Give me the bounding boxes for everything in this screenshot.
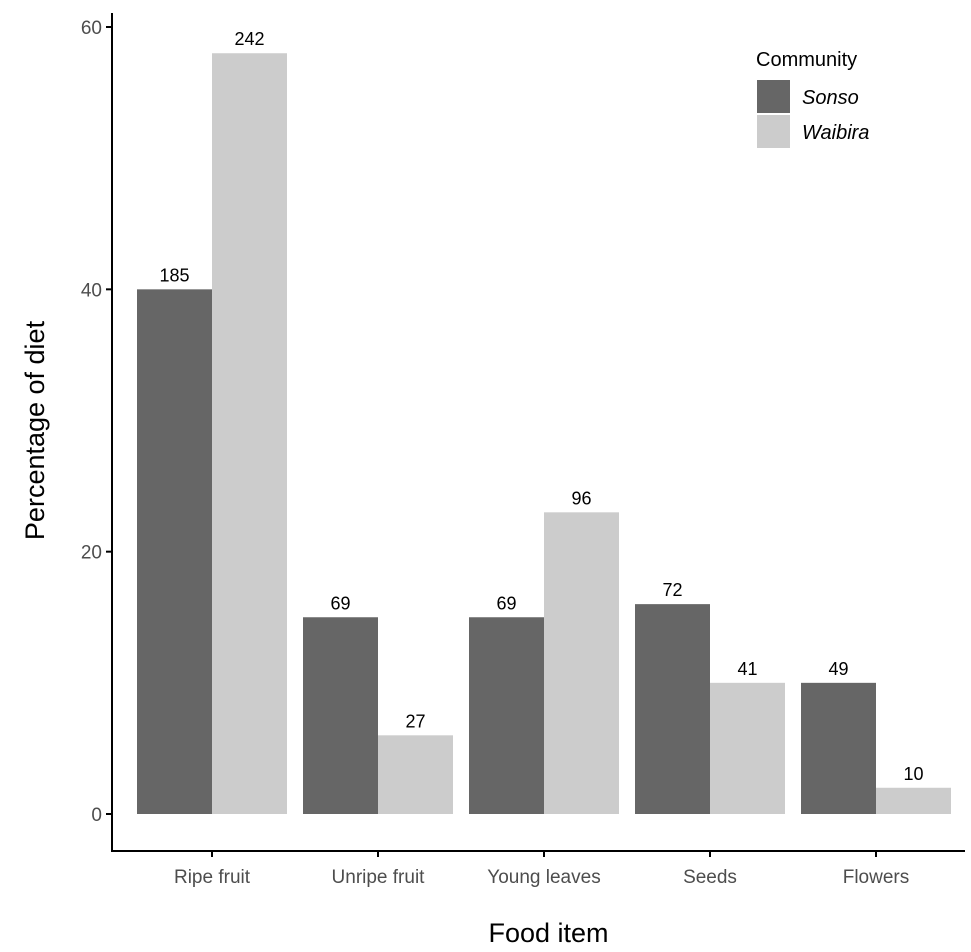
- bar-waibira: [876, 787, 951, 814]
- y-tick-label: 60: [81, 18, 102, 39]
- bar-waibira: [212, 53, 287, 814]
- bar-value-label: 27: [405, 711, 425, 731]
- bar-value-label: 96: [571, 488, 591, 508]
- bar-value-label: 69: [496, 593, 516, 613]
- x-tick-label: Seeds: [683, 867, 737, 888]
- bar-sonso: [303, 617, 378, 814]
- x-axis-title: Food item: [488, 918, 608, 948]
- y-axis: 0 20 40 60: [81, 13, 113, 852]
- bar-sonso: [801, 682, 876, 814]
- bar-value-label: 41: [737, 659, 757, 679]
- bar-value-label: 49: [828, 659, 848, 679]
- y-tick-label: 20: [81, 543, 102, 564]
- legend-title: Community: [756, 49, 857, 71]
- legend-label-sonso: Sonso: [802, 87, 859, 109]
- bar-sonso: [635, 604, 710, 814]
- legend-key-sonso: [757, 80, 790, 113]
- bar-sonso: [469, 617, 544, 814]
- y-axis-title: Percentage of diet: [20, 320, 50, 540]
- bar-value-label: 72: [662, 580, 682, 600]
- bars-layer: [137, 53, 951, 814]
- y-tick-label: 0: [91, 805, 102, 826]
- x-axis: Ripe fruit Unripe fruit Young leaves Seeds F…: [111, 850, 965, 888]
- x-tick-label: Unripe fruit: [332, 867, 426, 888]
- bar-sonso: [137, 289, 212, 814]
- bar-value-label: 69: [330, 593, 350, 613]
- bar-waibira: [378, 735, 453, 814]
- legend: Community Sonso Waibira: [756, 49, 869, 148]
- x-tick-label: Flowers: [843, 867, 910, 888]
- legend-key-waibira: [757, 115, 790, 148]
- x-tick-label: Ripe fruit: [174, 867, 251, 888]
- bar-labels-layer: 185 242 69 27 69 96 72 41 49 10: [159, 29, 923, 784]
- bar-value-label: 10: [903, 764, 923, 784]
- x-tick-label: Young leaves: [487, 867, 600, 888]
- y-tick-label: 40: [81, 280, 102, 301]
- bar-value-label: 185: [159, 265, 189, 285]
- bar-waibira: [710, 682, 785, 814]
- legend-label-waibira: Waibira: [802, 122, 869, 144]
- bar-waibira: [544, 512, 619, 814]
- bar-value-label: 242: [234, 29, 264, 49]
